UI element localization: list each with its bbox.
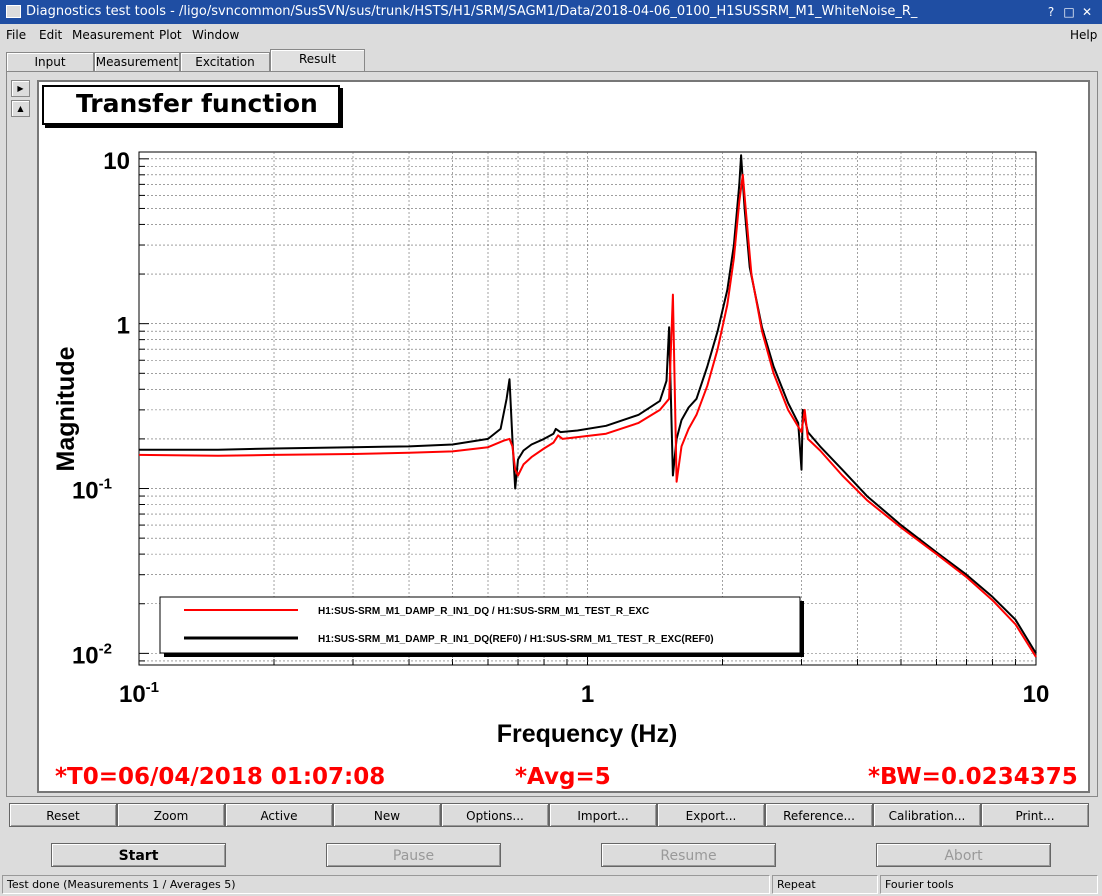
abort-button[interactable]: Abort (876, 843, 1051, 867)
series-line (138, 173, 1037, 658)
legend-box (159, 596, 801, 654)
options-button[interactable]: Options... (441, 803, 549, 827)
t0-label: *T0=06/04/2018 01:07:08 (55, 764, 386, 790)
zoom-button[interactable]: Zoom (117, 803, 225, 827)
status-message: Test done (Measurements 1 / Averages 5) (2, 875, 770, 894)
x-tick-label: 10 (1023, 681, 1050, 708)
y-axis-label: Magnitude (52, 346, 80, 471)
menubar: File Edit Measurement Plot Window Help (0, 26, 1102, 46)
y-tick-label: 1 (117, 313, 130, 340)
tab-input[interactable]: Input (6, 52, 94, 72)
status-tools: Fourier tools (880, 875, 1098, 894)
window-title: Diagnostics test tools - /ligo/svncommon… (26, 4, 918, 19)
bw-label: *BW=0.0234375 (868, 764, 1078, 790)
reset-button[interactable]: Reset (9, 803, 117, 827)
export-button[interactable]: Export... (657, 803, 765, 827)
x-tick-label: 1 (581, 681, 594, 708)
close-icon[interactable]: ✕ (1081, 5, 1093, 19)
x-tick-label: 10-1 (119, 679, 159, 708)
menu-window[interactable]: Window (192, 28, 240, 42)
status-repeat: Repeat (772, 875, 878, 894)
tab-excitation[interactable]: Excitation (180, 52, 270, 72)
print-button[interactable]: Print... (981, 803, 1089, 827)
avg-label: *Avg=5 (515, 764, 611, 790)
window-titlebar: Diagnostics test tools - /ligo/svncommon… (0, 0, 1102, 24)
plot-title-box: Transfer function (42, 85, 340, 125)
statusbar: Test done (Measurements 1 / Averages 5) … (0, 874, 1102, 896)
import-button[interactable]: Import... (549, 803, 657, 827)
menu-help[interactable]: Help (1070, 28, 1098, 42)
expand-right-arrow-icon[interactable]: ▶ (11, 80, 30, 97)
help-window-icon[interactable]: ? (1047, 5, 1055, 19)
menu-plot[interactable]: Plot (159, 28, 182, 42)
resume-button[interactable]: Resume (601, 843, 776, 867)
start-button[interactable]: Start (51, 843, 226, 867)
y-tick-label: 10-1 (72, 476, 112, 505)
y-tick-label: 10 (103, 148, 130, 175)
y-tick-label: 10-2 (72, 640, 112, 669)
pause-button[interactable]: Pause (326, 843, 501, 867)
series-line (139, 154, 1037, 654)
menu-file[interactable]: File (6, 28, 27, 42)
tab-measurement[interactable]: Measurement (94, 52, 180, 72)
menu-edit[interactable]: Edit (39, 28, 63, 42)
legend-label: H1:SUS-SRM_M1_DAMP_R_IN1_DQ / H1:SUS-SRM… (318, 606, 649, 617)
tab-result[interactable]: Result (270, 49, 365, 72)
menu-measurement[interactable]: Measurement (72, 28, 155, 42)
active-button[interactable]: Active (225, 803, 333, 827)
window-icon (6, 5, 21, 18)
legend-label: H1:SUS-SRM_M1_DAMP_R_IN1_DQ(REF0) / H1:S… (318, 634, 714, 645)
calibration-button[interactable]: Calibration... (873, 803, 981, 827)
x-axis-label: Frequency (Hz) (497, 720, 678, 748)
maximize-icon[interactable]: □ (1063, 5, 1075, 19)
collapse-up-arrow-icon[interactable]: ▲ (11, 100, 30, 117)
reference-button[interactable]: Reference... (765, 803, 873, 827)
plot-title: Transfer function (76, 89, 318, 118)
new-button[interactable]: New (333, 803, 441, 827)
